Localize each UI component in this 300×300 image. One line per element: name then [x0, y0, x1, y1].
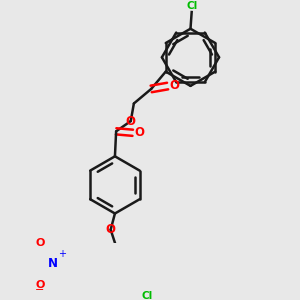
Text: Cl: Cl [142, 291, 153, 300]
Text: O: O [35, 238, 45, 248]
Text: O: O [135, 126, 145, 139]
Text: O: O [169, 79, 179, 92]
Text: O: O [126, 115, 136, 128]
Text: N: N [48, 256, 58, 269]
Text: +: + [58, 249, 67, 259]
Text: −: − [35, 285, 44, 296]
Text: Cl: Cl [186, 1, 197, 11]
Text: O: O [106, 223, 116, 236]
Text: O: O [36, 280, 45, 290]
